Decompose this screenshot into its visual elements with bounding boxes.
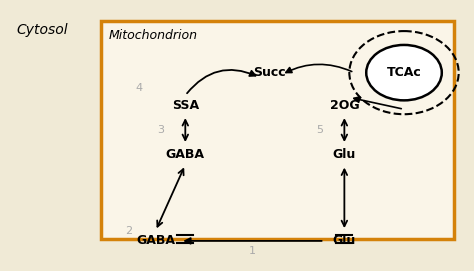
- Text: 5: 5: [316, 125, 323, 135]
- Text: Glu: Glu: [333, 148, 356, 161]
- Text: SSA: SSA: [172, 99, 199, 112]
- Text: GABA: GABA: [136, 234, 175, 247]
- Text: GABA: GABA: [166, 148, 205, 161]
- Text: Succ: Succ: [254, 66, 286, 79]
- Text: 3: 3: [157, 125, 164, 135]
- Text: Cytosol: Cytosol: [16, 23, 68, 37]
- Ellipse shape: [366, 45, 442, 100]
- Text: 2: 2: [125, 226, 132, 236]
- Text: Mitochondrion: Mitochondrion: [109, 29, 198, 42]
- Bar: [101, 21, 454, 239]
- Text: Glu: Glu: [333, 234, 356, 247]
- Text: TCAc: TCAc: [387, 66, 421, 79]
- Text: 4: 4: [135, 83, 142, 93]
- Text: 1: 1: [248, 246, 255, 256]
- Text: 2OG: 2OG: [329, 99, 359, 112]
